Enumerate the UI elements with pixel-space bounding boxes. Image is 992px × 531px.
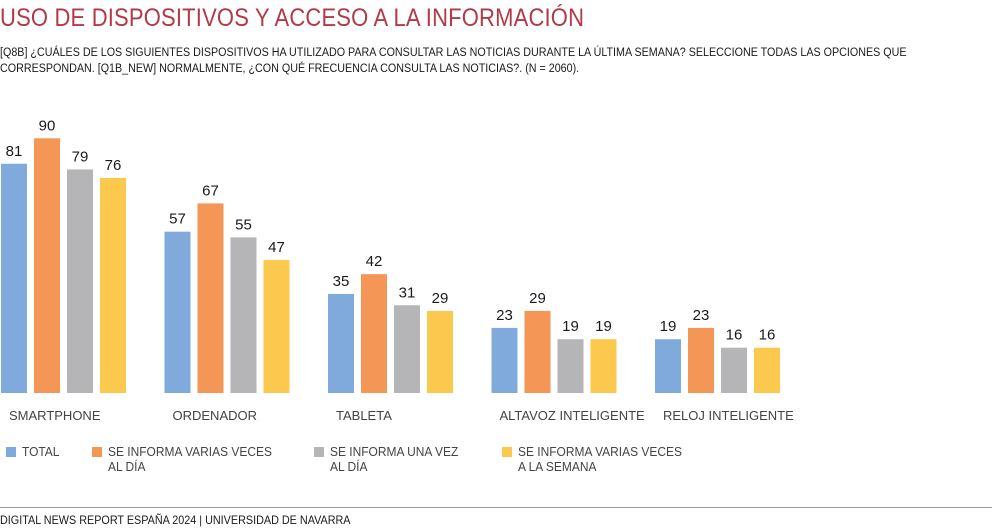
data-label: 81 [6, 143, 23, 160]
bar [328, 293, 354, 393]
bar [1, 163, 27, 393]
bar [34, 138, 60, 393]
legend-item-una-vez-dia: SE INFORMA UNA VEZ AL DÍA [314, 444, 469, 474]
bar [197, 203, 224, 393]
data-label: 29 [529, 290, 546, 307]
bar-group-altavoz-inteligente: 23 29 19 19 ALTAVOZ INTELIGENTE [491, 290, 646, 423]
legend-swatch-varias-veces-semana [502, 447, 512, 457]
data-label: 16 [759, 327, 776, 344]
bar [655, 339, 681, 393]
data-label: 29 [432, 290, 449, 307]
bar-group-ordenador: 57 67 55 47 ORDENADOR [164, 182, 290, 423]
bar [230, 237, 257, 393]
bar [524, 310, 551, 393]
bar-group-smartphone: 81 90 79 76 SMARTPHONE [1, 117, 126, 423]
category-label: ORDENADOR [173, 408, 258, 423]
data-label: 19 [562, 318, 579, 335]
legend-label: SE INFORMA UNA VEZ AL DÍA [330, 444, 459, 474]
legend: TOTAL SE INFORMA VARIAS VECES AL DÍA SE … [0, 444, 992, 484]
bar [557, 339, 584, 393]
data-label: 47 [268, 239, 285, 256]
chart-subtitle: [Q8B] ¿CUÁLES DE LOS SIGUIENTES DISPOSIT… [0, 45, 907, 75]
bar [754, 347, 780, 393]
data-label: 42 [366, 253, 383, 270]
bar [590, 339, 617, 393]
data-label: 31 [399, 284, 416, 301]
data-label: 76 [105, 157, 122, 174]
legend-label: SE INFORMA VARIAS VECES AL DÍA [108, 444, 272, 474]
legend-swatch-total [6, 447, 16, 457]
data-label: 79 [72, 148, 89, 165]
chart-title: USO DE DISPOSITIVOS Y ACCESO A LA INFORM… [0, 4, 585, 32]
legend-item-varias-veces-semana: SE INFORMA VARIAS VECES A LA SEMANA [502, 444, 696, 474]
bar [67, 169, 93, 393]
bar [263, 259, 290, 393]
bar [361, 274, 387, 393]
data-label: 90 [39, 117, 56, 134]
data-label: 16 [726, 327, 743, 344]
footer-source: DIGITAL NEWS REPORT ESPAÑA 2024 | UNIVER… [0, 513, 351, 527]
data-label: 19 [660, 318, 677, 335]
data-label: 35 [333, 273, 350, 290]
bar-group-tableta: 35 42 31 29 TABLETA [328, 253, 453, 423]
bar [394, 305, 420, 393]
bar-group-reloj-inteligente: 19 23 16 16 RELOJ INTELIGENTE [655, 307, 794, 423]
category-label: TABLETA [336, 408, 392, 423]
legend-label: SE INFORMA VARIAS VECES A LA SEMANA [518, 444, 682, 474]
data-label: 23 [693, 307, 710, 324]
category-label: ALTAVOZ INTELIGENTE [500, 408, 646, 423]
data-label: 67 [202, 182, 219, 199]
bar [427, 310, 453, 393]
bar [164, 231, 191, 393]
legend-label: TOTAL [22, 444, 60, 459]
legend-item-varias-veces-dia: SE INFORMA VARIAS VECES AL DÍA [92, 444, 286, 474]
legend-item-total: TOTAL [6, 444, 63, 459]
category-label: RELOJ INTELIGENTE [663, 408, 794, 423]
data-label: 57 [169, 211, 186, 228]
legend-swatch-varias-veces-dia [92, 447, 102, 457]
bar [491, 327, 518, 393]
data-label: 23 [496, 307, 513, 324]
category-label: SMARTPHONE [9, 408, 101, 423]
bar [100, 177, 126, 393]
data-label: 55 [235, 216, 252, 233]
bar [721, 347, 747, 393]
footer-divider [0, 507, 992, 508]
legend-swatch-una-vez-dia [314, 447, 324, 457]
bar [688, 327, 714, 393]
data-label: 19 [595, 318, 612, 335]
